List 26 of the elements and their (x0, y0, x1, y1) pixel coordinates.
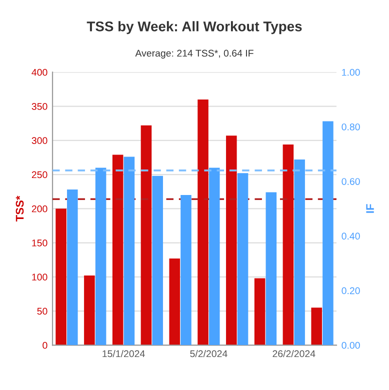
y2-axis-title: IF (366, 204, 374, 213)
y2-tick-label: 0.80 (342, 123, 360, 130)
y-tick-label: 250 (32, 171, 48, 178)
bar (95, 168, 106, 346)
y2-tick-label: 0.00 (342, 342, 360, 349)
y-tick-label: 100 (32, 274, 48, 281)
bar (266, 192, 277, 346)
y2-tick-label: 0.60 (342, 178, 360, 185)
chart-subtitle: Average: 214 TSS*, 0.64 IF (135, 50, 254, 59)
y-tick-label: 200 (32, 205, 48, 212)
y-tick-label: 150 (32, 240, 48, 246)
y-tick-label: 300 (32, 137, 48, 144)
y2-tick-label: 0.20 (342, 287, 360, 294)
x-tick-label: 26/2/2024 (272, 350, 316, 358)
y2-tick-label: 1.00 (342, 68, 360, 76)
y-tick-label: 400 (32, 68, 48, 76)
y2-tick-label: 0.40 (342, 232, 360, 240)
bar (322, 121, 334, 346)
y-tick-label: 50 (37, 308, 48, 315)
x-tick-label: 15/1/2024 (102, 350, 145, 358)
y-tick-label: 350 (32, 103, 48, 110)
bar (311, 308, 322, 346)
x-tick-label: 5/2/2024 (190, 350, 228, 358)
chart-title: TSS by Week: All Workout Types (86, 21, 302, 34)
y-axis-title: TSS* (16, 196, 24, 222)
y-tick-label: 0 (42, 342, 48, 349)
